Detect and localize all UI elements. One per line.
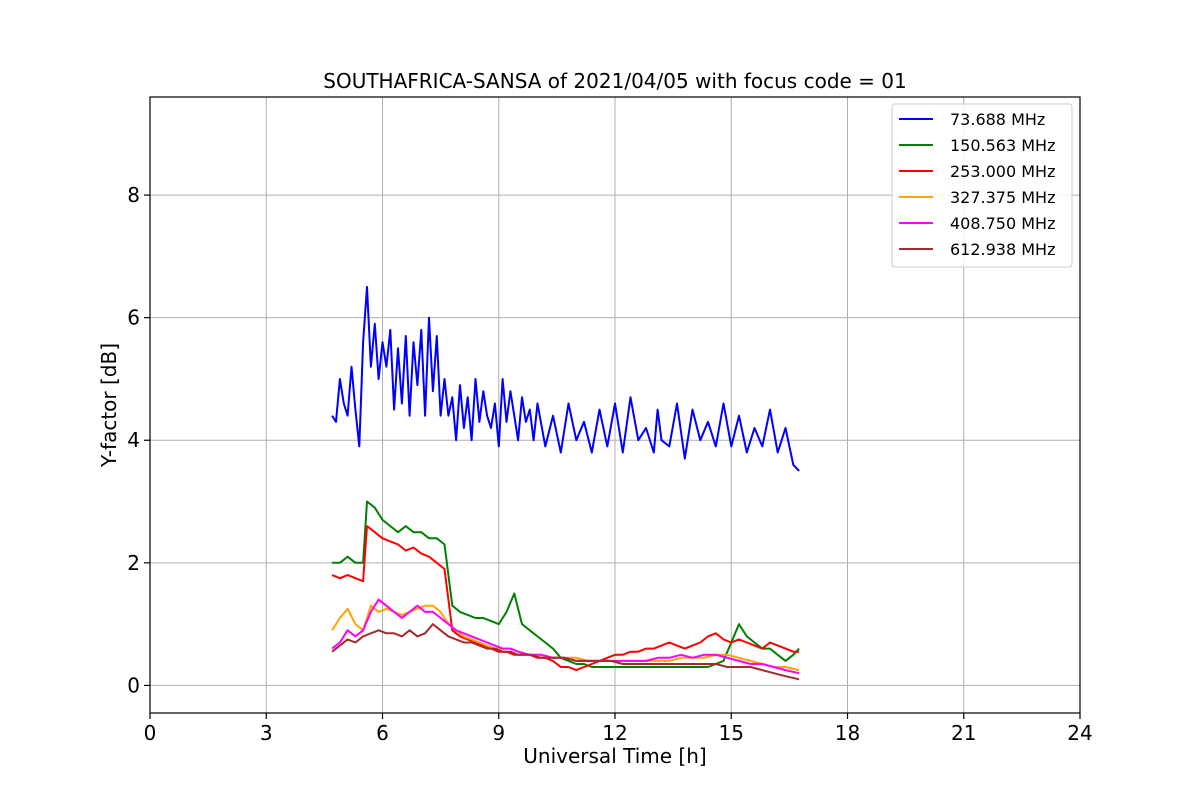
x-tick-label: 6 <box>376 721 389 745</box>
x-axis-ticks: 0 3 6 9 12 15 18 21 24 <box>144 713 1093 745</box>
series-line-5 <box>331 598 800 675</box>
x-axis-label: Universal Time [h] <box>523 744 706 768</box>
series-line-2 <box>332 500 800 668</box>
legend-entry-label: 612.938 MHz <box>950 240 1055 259</box>
y-tick-label: 2 <box>127 551 140 575</box>
x-tick-label: 9 <box>492 721 505 745</box>
x-tick-label: 3 <box>260 721 273 745</box>
y-tick-label: 4 <box>127 428 140 452</box>
x-tick-label: 12 <box>602 721 627 745</box>
x-tick-label: 24 <box>1067 721 1092 745</box>
legend-entry-label: 408.750 MHz <box>950 214 1055 233</box>
legend: 73.688 MHz 150.563 MHz 253.000 MHz 327.375 … <box>891 103 1073 268</box>
x-tick-label: 21 <box>951 721 976 745</box>
legend-entry-label: 327.375 MHz <box>950 188 1055 207</box>
legend-entry-label: 73.688 MHz <box>950 110 1045 129</box>
y-axis-ticks: 0 2 4 6 8 <box>127 183 150 697</box>
plot-area <box>331 286 800 681</box>
legend-box <box>891 103 1073 268</box>
series-line-3 <box>331 525 800 672</box>
chart-title: SOUTHAFRICA-SANSA of 2021/04/05 with foc… <box>323 69 907 93</box>
legend-entry-label: 150.563 MHz <box>950 136 1055 155</box>
x-tick-label: 18 <box>835 721 860 745</box>
series-line-6 <box>331 623 800 681</box>
y-tick-label: 0 <box>127 673 140 697</box>
series-line-1 <box>331 286 800 472</box>
legend-entry-label: 253.000 MHz <box>950 162 1055 181</box>
x-tick-label: 15 <box>719 721 744 745</box>
y-axis-label: Y-factor [dB] <box>97 343 121 468</box>
y-tick-label: 6 <box>127 306 140 330</box>
y-tick-label: 8 <box>127 183 140 207</box>
x-tick-label: 0 <box>144 721 157 745</box>
